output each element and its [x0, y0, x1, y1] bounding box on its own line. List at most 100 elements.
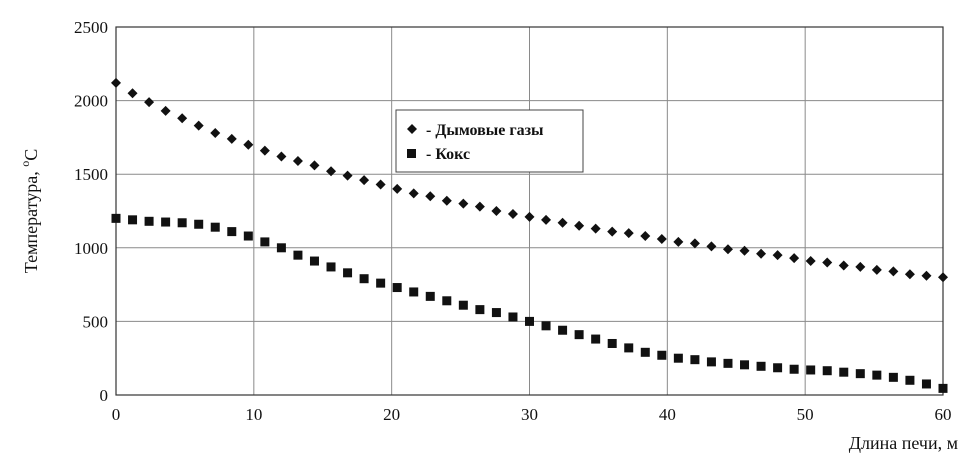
data-point-coke	[558, 325, 568, 335]
data-point-coke	[756, 361, 766, 371]
data-point-flue-gas	[938, 272, 948, 283]
data-point-coke	[161, 217, 171, 227]
grid	[115, 26, 944, 396]
data-point-flue-gas	[838, 260, 849, 271]
data-point-flue-gas	[772, 250, 783, 261]
data-point-flue-gas	[739, 245, 750, 256]
data-point-flue-gas	[491, 206, 502, 216]
data-point-coke	[624, 343, 634, 353]
legend-square-marker	[407, 149, 416, 158]
data-point-flue-gas	[673, 236, 684, 247]
data-point-flue-gas	[640, 231, 651, 242]
data-point-coke	[839, 367, 849, 377]
data-point-coke	[227, 227, 237, 237]
data-point-coke	[872, 370, 882, 380]
data-point-flue-gas	[689, 238, 700, 249]
x-tick-labels: 0 10 20 30 40 50 60	[112, 405, 952, 424]
data-point-flue-gas	[243, 139, 254, 150]
x-tick-label: 0	[112, 405, 121, 424]
data-point-flue-gas	[706, 241, 717, 252]
data-point-flue-gas	[507, 208, 518, 219]
data-point-coke	[574, 330, 584, 340]
data-point-flue-gas	[441, 195, 452, 206]
data-point-flue-gas	[557, 217, 568, 228]
data-point-flue-gas	[392, 183, 403, 194]
x-tick-label: 10	[245, 405, 262, 424]
data-point-flue-gas	[127, 88, 138, 99]
data-point-coke	[905, 375, 915, 385]
data-point-flue-gas	[623, 228, 634, 239]
data-point-flue-gas	[888, 266, 899, 277]
data-point-flue-gas	[756, 248, 767, 259]
data-point-coke	[855, 369, 865, 379]
y-tick-labels: 0 500 1000 1500 2000 2500	[74, 18, 108, 405]
data-point-flue-gas	[458, 198, 469, 209]
data-point-flue-gas	[607, 226, 618, 237]
data-point-coke	[541, 321, 551, 331]
data-point-coke	[111, 213, 121, 223]
plot-frame	[115, 26, 944, 396]
data-point-coke	[144, 216, 154, 226]
data-point-coke	[392, 283, 402, 293]
data-point-coke	[657, 350, 667, 360]
data-point-coke	[276, 243, 286, 253]
data-point-flue-gas	[160, 105, 171, 116]
data-point-flue-gas	[855, 261, 866, 272]
y-tick-label: 1500	[74, 165, 108, 184]
data-point-coke	[806, 365, 816, 375]
data-point-flue-gas	[408, 188, 419, 199]
legend-diamond-marker	[407, 124, 417, 134]
data-point-coke	[822, 366, 832, 376]
series	[111, 77, 948, 393]
data-point-coke	[260, 237, 270, 247]
data-point-flue-gas	[177, 113, 188, 124]
data-point-coke	[740, 360, 750, 370]
data-point-coke	[673, 353, 683, 363]
data-point-flue-gas	[144, 97, 155, 108]
data-point-coke	[326, 262, 336, 272]
data-point-flue-gas	[805, 256, 816, 267]
data-point-flue-gas	[226, 133, 237, 144]
data-point-coke	[177, 218, 187, 228]
series-coke	[111, 213, 948, 393]
y-tick-label: 500	[83, 312, 109, 331]
data-point-coke	[789, 364, 799, 374]
data-point-flue-gas	[359, 175, 370, 186]
data-point-flue-gas	[210, 127, 221, 138]
series-flue-gas	[111, 77, 948, 283]
data-point-flue-gas	[921, 270, 932, 281]
y-tick-label: 0	[100, 386, 109, 405]
data-point-coke	[194, 219, 204, 229]
x-tick-label: 20	[383, 405, 400, 424]
x-tick-label: 30	[521, 405, 538, 424]
data-point-coke	[938, 383, 948, 393]
legend-label-coke: - Кокс	[426, 146, 470, 163]
data-point-flue-gas	[590, 223, 601, 234]
data-point-flue-gas	[574, 220, 585, 231]
data-point-coke	[376, 278, 386, 288]
data-point-coke	[508, 312, 518, 322]
data-point-coke	[343, 268, 353, 278]
legend-label-flue-gas: - Дымовые газы	[426, 122, 544, 139]
legend-box	[395, 109, 584, 173]
data-point-flue-gas	[326, 166, 337, 177]
data-point-coke	[210, 222, 220, 232]
data-point-coke	[921, 379, 931, 389]
y-tick-label: 2000	[74, 92, 108, 111]
data-point-flue-gas	[276, 151, 287, 162]
data-point-coke	[491, 308, 501, 318]
data-point-coke	[128, 215, 138, 225]
data-point-flue-gas	[292, 155, 303, 166]
data-point-flue-gas	[474, 201, 485, 212]
data-point-coke	[309, 256, 319, 266]
data-point-flue-gas	[259, 145, 270, 156]
data-point-coke	[475, 305, 485, 315]
y-tick-label: 2500	[74, 18, 108, 37]
x-tick-label: 50	[797, 405, 814, 424]
x-tick-label: 40	[659, 405, 676, 424]
data-point-coke	[888, 372, 898, 382]
data-point-flue-gas	[524, 211, 535, 222]
x-tick-label: 60	[935, 405, 952, 424]
data-point-coke	[525, 316, 534, 326]
